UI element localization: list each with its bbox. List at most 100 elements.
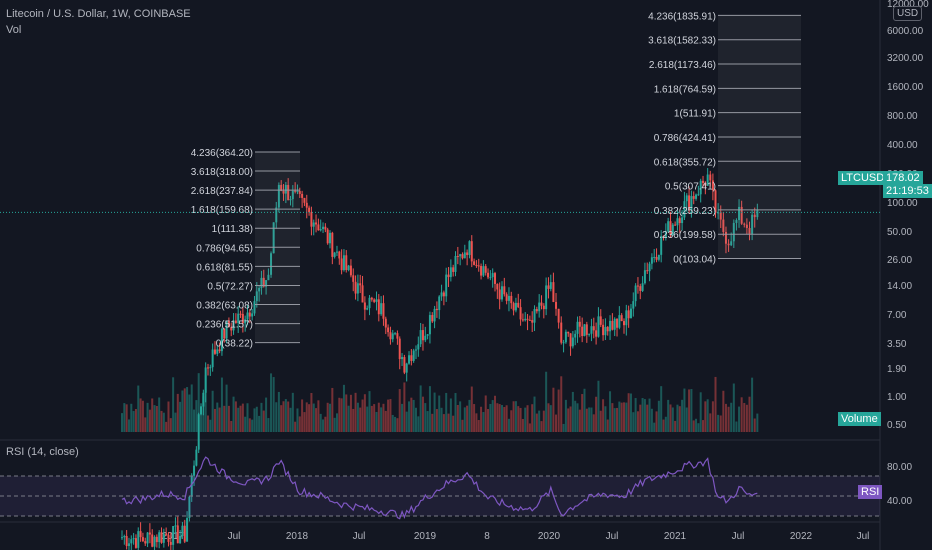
candle-body — [227, 320, 230, 328]
volume-bar — [403, 382, 406, 432]
countdown-tag: 21:19:53 — [883, 184, 932, 198]
candle-body — [258, 288, 261, 292]
candle-body — [342, 255, 345, 271]
volume-bar — [494, 395, 497, 432]
volume-bar — [753, 418, 756, 432]
volume-bar — [380, 407, 383, 432]
time-tick-label: Jul — [732, 531, 745, 542]
volume-bar — [345, 394, 348, 432]
volume-bar — [545, 371, 548, 432]
candle-body — [206, 367, 209, 369]
candle-body — [176, 525, 179, 544]
candle-body — [373, 299, 376, 302]
volume-bar — [555, 414, 558, 432]
volume-bar — [223, 405, 226, 432]
volume-bar — [473, 404, 476, 432]
volume-bar — [588, 407, 591, 432]
candle-body — [613, 318, 616, 330]
candle-body — [220, 328, 223, 352]
volume-bar — [326, 402, 329, 432]
price-tick-label: 26.00 — [887, 255, 912, 266]
volume-bar — [526, 405, 529, 432]
volume-bar — [540, 421, 543, 432]
volume-bar — [370, 405, 373, 432]
candle-body — [567, 331, 570, 334]
candle-body — [366, 308, 369, 310]
volume-bar — [262, 410, 265, 432]
candle-body — [597, 316, 600, 337]
time-tick-label: Jul — [228, 531, 241, 542]
volume-bar — [459, 401, 462, 432]
candle-body — [660, 235, 663, 255]
volume-bar — [305, 402, 308, 432]
volume-bar — [412, 399, 415, 432]
currency-badge[interactable]: USD — [893, 6, 923, 21]
candle-body — [599, 316, 602, 325]
volume-bar — [616, 407, 619, 432]
candle-body — [401, 357, 404, 360]
candle-body — [447, 274, 450, 278]
candle-body — [674, 224, 677, 226]
candle-body — [284, 184, 287, 194]
last-price-tag: 178.02 — [883, 171, 923, 185]
candle-body — [704, 182, 707, 186]
volume-bar — [692, 420, 695, 432]
candle-body — [213, 349, 216, 354]
candle-body — [315, 222, 318, 225]
volume-bar — [265, 397, 268, 432]
volume-bar — [592, 414, 595, 432]
candle-body — [521, 319, 524, 321]
candle-body — [574, 333, 577, 338]
candle-body — [452, 267, 455, 272]
candle-body — [246, 312, 249, 320]
volume-bar — [239, 405, 242, 432]
candle-body — [730, 241, 733, 246]
candle-body — [248, 312, 251, 317]
candle-body — [751, 214, 754, 235]
candle-body — [211, 349, 214, 368]
candle-body — [606, 326, 609, 332]
candle-body — [305, 202, 308, 208]
volume-bar — [519, 407, 522, 432]
volume-bar — [197, 373, 200, 432]
candle-body — [188, 496, 191, 519]
candle-body — [162, 533, 165, 543]
candle-body — [347, 265, 350, 271]
volume-bar — [542, 410, 545, 432]
candle-body — [653, 256, 656, 258]
volume-bar — [417, 416, 420, 432]
candle-body — [322, 226, 325, 230]
candle-body — [384, 318, 387, 328]
candle-body — [583, 324, 586, 337]
candle-body — [678, 218, 681, 224]
volume-bar — [282, 401, 285, 432]
candle-body — [463, 252, 466, 259]
volume-bar — [394, 416, 397, 432]
candle-body — [466, 252, 469, 256]
candle-body — [743, 223, 746, 225]
fib-left-level-label: 2.618(237.84) — [191, 186, 253, 197]
fib-left-level-label: 0.5(72.27) — [207, 281, 253, 292]
candle-body — [494, 273, 497, 284]
volume-bar — [234, 401, 237, 432]
fib-left-level-label: 0.786(94.65) — [196, 243, 253, 254]
volume-bar — [270, 373, 273, 432]
candle-body — [359, 283, 362, 286]
time-tick-label: 2020 — [538, 531, 561, 542]
volume-bar — [253, 408, 256, 432]
candle-body — [748, 228, 751, 235]
volume-bar — [484, 395, 487, 432]
candle-body — [719, 212, 722, 220]
fib-left-level-label: 0.236(51.57) — [196, 320, 253, 331]
candle-body — [197, 414, 200, 450]
candle-body — [507, 295, 510, 301]
volume-bar — [597, 380, 600, 432]
candle-body — [301, 193, 304, 198]
candle-body — [272, 222, 275, 254]
candle-body — [223, 328, 226, 339]
candle-body — [352, 275, 355, 282]
volume-bar — [655, 411, 658, 432]
candle-body — [547, 285, 550, 289]
